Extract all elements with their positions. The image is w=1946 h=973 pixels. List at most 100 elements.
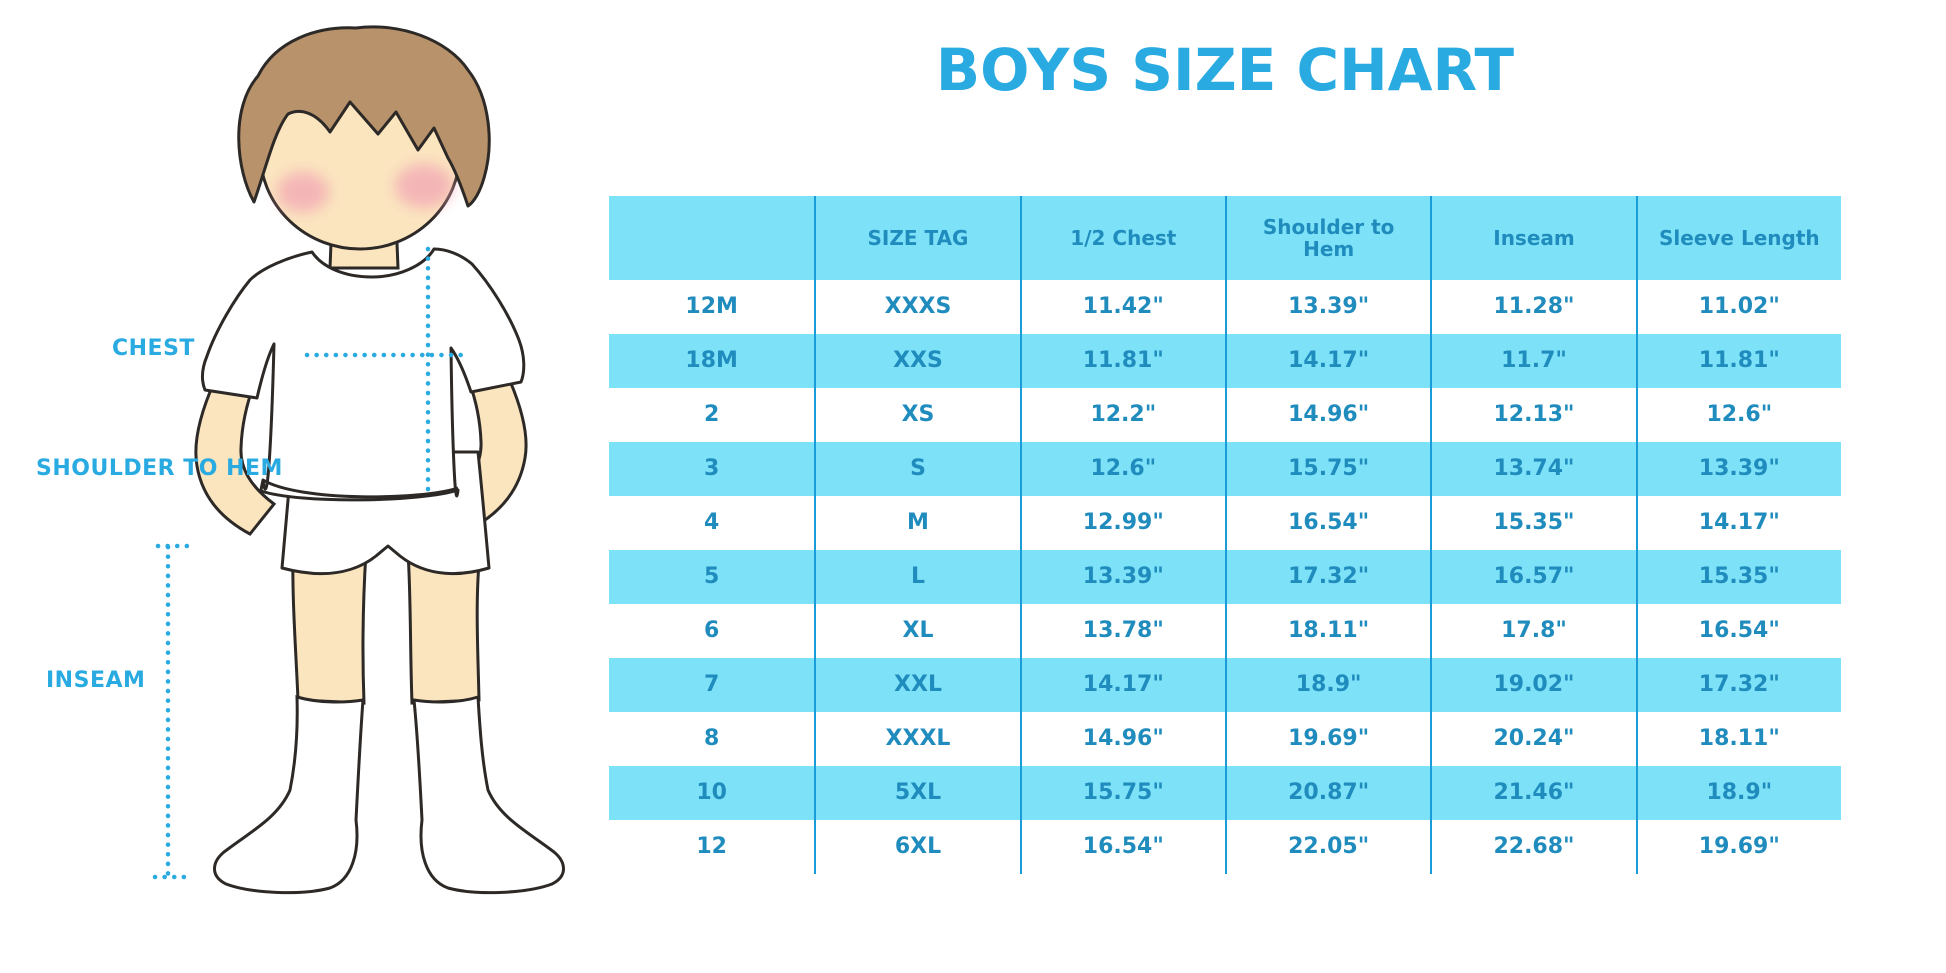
measurement-cell: 13.39" bbox=[1224, 280, 1430, 334]
measurement-cell: 16.57" bbox=[1430, 550, 1635, 604]
table-row: 7 XXL 14.17" 18.9" 19.02" 17.32" bbox=[609, 658, 1841, 712]
measurement-cell: 12.6" bbox=[1635, 388, 1841, 442]
measurement-cell: 13.78" bbox=[1019, 604, 1225, 658]
measurement-cell: 16.54" bbox=[1635, 604, 1841, 658]
size-cell: 4 bbox=[704, 509, 720, 535]
size-cell: 18M bbox=[685, 347, 738, 373]
measurement-cell: 19.02" bbox=[1430, 658, 1635, 712]
measurement-cell: 17.8" bbox=[1430, 604, 1635, 658]
measurement-cell: 16.54" bbox=[1224, 496, 1430, 550]
header-cell-inseam: Inseam bbox=[1430, 196, 1635, 280]
measurement-cell: 12.6" bbox=[1019, 442, 1225, 496]
measurement-cell: 13.39" bbox=[1635, 442, 1841, 496]
measurement-cell: 15.75" bbox=[1019, 766, 1225, 820]
table-row: 2 XS 12.2" 14.96" 12.13" 12.6" bbox=[609, 388, 1841, 442]
measurement-cell: 18.9" bbox=[1635, 766, 1841, 820]
size-cell: 10 bbox=[696, 779, 727, 805]
table-row: 6 XL 13.78" 18.11" 17.8" 16.54" bbox=[609, 604, 1841, 658]
measurement-cell: 15.35" bbox=[1635, 550, 1841, 604]
measurement-cell: XS bbox=[814, 388, 1019, 442]
cheek-left bbox=[277, 172, 329, 212]
shirt-hem-line bbox=[262, 478, 459, 499]
size-cell: 7 bbox=[704, 671, 720, 697]
measurement-cell: 6XL bbox=[814, 820, 1019, 874]
sock-right bbox=[412, 694, 565, 895]
cheek-right bbox=[395, 164, 453, 208]
header-cell-size bbox=[609, 196, 814, 280]
measurement-cell: 16.54" bbox=[1019, 820, 1225, 874]
header-cell-shoulder-to-hem: Shoulder to Hem bbox=[1224, 196, 1430, 280]
sock-left bbox=[213, 694, 365, 895]
table-row: 8 XXXL 14.96" 19.69" 20.24" 18.11" bbox=[609, 712, 1841, 766]
table-row: 3 S 12.6" 15.75" 13.74" 13.39" bbox=[609, 442, 1841, 496]
inseam-label: INSEAM bbox=[46, 668, 146, 693]
chest-label: CHEST bbox=[112, 336, 195, 361]
measurement-cell: XXXL bbox=[814, 712, 1019, 766]
measurement-cell: 18.11" bbox=[1635, 712, 1841, 766]
measurement-cell: 20.87" bbox=[1224, 766, 1430, 820]
measurement-cell: 12.13" bbox=[1430, 388, 1635, 442]
header-cell-sleeve-length: Sleeve Length bbox=[1635, 196, 1841, 280]
measurement-cell: XXL bbox=[814, 658, 1019, 712]
measurement-cell: S bbox=[814, 442, 1019, 496]
size-cell: 5 bbox=[704, 563, 720, 589]
measurement-cell: 11.81" bbox=[1019, 334, 1225, 388]
measurement-cell: M bbox=[814, 496, 1019, 550]
header-cell-size-tag: SIZE TAG bbox=[814, 196, 1019, 280]
measurement-cell: XXXS bbox=[814, 280, 1019, 334]
table-row: 18M XXS 11.81" 14.17" 11.7" 11.81" bbox=[609, 334, 1841, 388]
table-row: 5 L 13.39" 17.32" 16.57" 15.35" bbox=[609, 550, 1841, 604]
size-cell: 8 bbox=[704, 725, 720, 751]
measurement-cell: 18.9" bbox=[1224, 658, 1430, 712]
measurement-cell: 11.42" bbox=[1019, 280, 1225, 334]
measurement-cell: 15.75" bbox=[1224, 442, 1430, 496]
measurement-cell: 14.17" bbox=[1224, 334, 1430, 388]
measurement-cell: L bbox=[814, 550, 1019, 604]
table-row: 10 5XL 15.75" 20.87" 21.46" 18.9" bbox=[609, 766, 1841, 820]
size-cell: 3 bbox=[704, 455, 720, 481]
arm-left bbox=[194, 347, 277, 536]
measurement-cell: 14.17" bbox=[1019, 658, 1225, 712]
boy-figure-illustration bbox=[152, 25, 565, 895]
measurement-cell: 17.32" bbox=[1224, 550, 1430, 604]
measurement-cell: 22.68" bbox=[1430, 820, 1635, 874]
measurement-cell: 5XL bbox=[814, 766, 1019, 820]
measurement-cell: 13.74" bbox=[1430, 442, 1635, 496]
measurement-cell: 19.69" bbox=[1635, 820, 1841, 874]
measurement-cell: 12.2" bbox=[1019, 388, 1225, 442]
size-cell: 2 bbox=[704, 401, 720, 427]
table-row: 4 M 12.99" 16.54" 15.35" 14.17" bbox=[609, 496, 1841, 550]
header-cell-half-chest: 1/2 Chest bbox=[1019, 196, 1225, 280]
measurement-cell: 11.28" bbox=[1430, 280, 1635, 334]
size-table-header-row: SIZE TAG 1/2 Chest Shoulder to Hem Insea… bbox=[609, 196, 1841, 280]
measurement-cell: 11.81" bbox=[1635, 334, 1841, 388]
size-cell: 12M bbox=[685, 293, 738, 319]
measurement-cell: XL bbox=[814, 604, 1019, 658]
size-table: SIZE TAG 1/2 Chest Shoulder to Hem Insea… bbox=[609, 196, 1841, 874]
measurement-cell: 17.32" bbox=[1635, 658, 1841, 712]
measurement-cell: 15.35" bbox=[1430, 496, 1635, 550]
measurement-guides bbox=[152, 246, 465, 880]
table-row: 12 6XL 16.54" 22.05" 22.68" 19.69" bbox=[609, 820, 1841, 874]
measurement-cell: 19.69" bbox=[1224, 712, 1430, 766]
measurement-cell: XXS bbox=[814, 334, 1019, 388]
size-table-body: 12M XXXS 11.42" 13.39" 11.28" 11.02" 18M XXS 11.… bbox=[609, 280, 1841, 874]
measurement-cell: 11.02" bbox=[1635, 280, 1841, 334]
hair bbox=[237, 25, 491, 208]
measurement-cell: 11.7" bbox=[1430, 334, 1635, 388]
measurement-cell: 14.17" bbox=[1635, 496, 1841, 550]
measurement-cell: 18.11" bbox=[1224, 604, 1430, 658]
shoulder-to-hem-label: SHOULDER TO HEM bbox=[36, 456, 283, 481]
measurement-cell: 12.99" bbox=[1019, 496, 1225, 550]
measurement-cell: 14.96" bbox=[1224, 388, 1430, 442]
measurement-cell: 13.39" bbox=[1019, 550, 1225, 604]
t-shirt bbox=[201, 247, 526, 502]
table-row: 12M XXXS 11.42" 13.39" 11.28" 11.02" bbox=[609, 280, 1841, 334]
size-cell: 12 bbox=[696, 833, 727, 859]
measurement-cell: 21.46" bbox=[1430, 766, 1635, 820]
page-title: BOYS SIZE CHART bbox=[935, 36, 1515, 104]
measurement-cell: 22.05" bbox=[1224, 820, 1430, 874]
measurement-cell: 14.96" bbox=[1019, 712, 1225, 766]
size-cell: 6 bbox=[704, 617, 720, 643]
